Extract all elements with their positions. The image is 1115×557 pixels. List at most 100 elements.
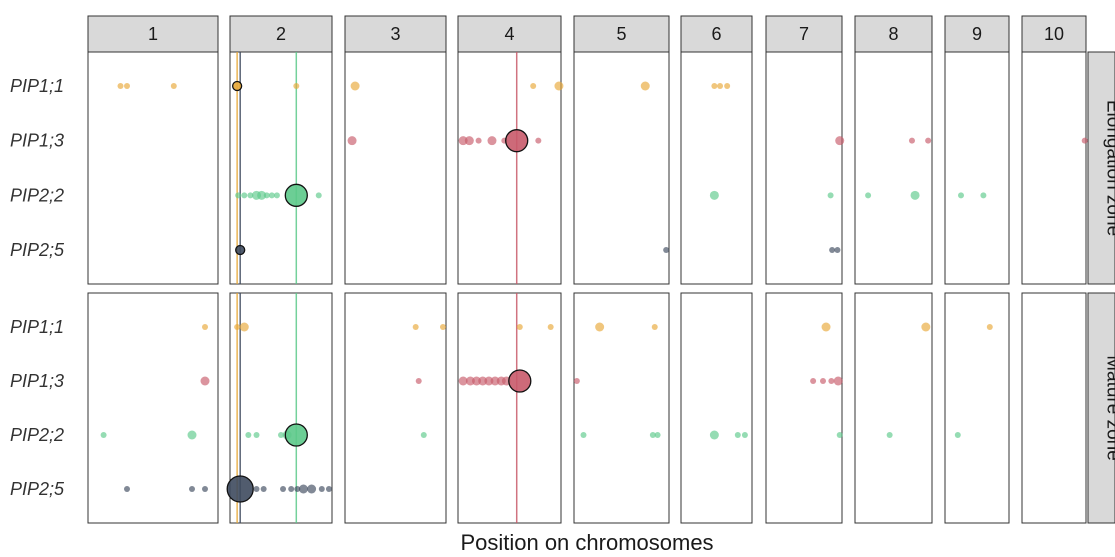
- chromosome-label: 7: [799, 24, 809, 44]
- data-point: [439, 324, 446, 330]
- plot-panel: [1021, 292, 1087, 524]
- data-point: [954, 432, 961, 438]
- data-point: [535, 137, 542, 144]
- data-point: [235, 244, 246, 256]
- chromosome-label: 8: [888, 24, 898, 44]
- data-point: [1081, 137, 1088, 144]
- data-point: [350, 81, 360, 91]
- data-point: [347, 136, 357, 146]
- chromosome-strip-10: [1021, 15, 1087, 53]
- chromosome-strip-4: [457, 15, 562, 53]
- data-point: [810, 378, 817, 384]
- data-point: [886, 432, 893, 438]
- plot-panel: [854, 51, 933, 285]
- data-point: [580, 432, 587, 438]
- gene-axis-labels: PIP1;1 PIP1;3 PIP2;2 PIP2;5 PIP1;1 PIP1;3 PIP2…: [10, 76, 65, 499]
- data-point: [724, 83, 731, 89]
- data-point: [280, 486, 287, 492]
- data-point: [293, 83, 300, 89]
- data-point: [820, 378, 826, 384]
- plot-panel: [457, 51, 562, 285]
- zone-strips: Elongation zone Mature zone: [1087, 51, 1115, 524]
- data-point: [298, 484, 308, 494]
- data-point: [651, 324, 658, 330]
- gene-tick-label: PIP2;2: [10, 185, 64, 205]
- data-point: [709, 190, 719, 200]
- data-point: [117, 83, 124, 89]
- data-point: [505, 129, 529, 153]
- plot-panel: [344, 51, 447, 285]
- data-point: [910, 190, 920, 200]
- data-point: [273, 192, 280, 199]
- gene-tick-label: PIP1;1: [10, 317, 64, 337]
- data-point: [307, 484, 317, 494]
- data-point: [508, 369, 532, 393]
- data-point: [263, 192, 270, 199]
- data-point: [711, 83, 718, 89]
- data-point: [654, 432, 661, 438]
- data-point: [100, 432, 107, 438]
- plot-panel: [229, 51, 333, 285]
- plot-panel: [87, 292, 219, 524]
- data-point: [465, 376, 475, 386]
- data-point: [835, 136, 845, 146]
- data-point: [284, 423, 308, 447]
- data-point: [908, 137, 915, 144]
- data-point: [547, 324, 554, 330]
- data-point: [202, 324, 208, 330]
- plot-panel: [765, 292, 843, 524]
- chromosome-label: 3: [390, 24, 400, 44]
- data-point: [124, 83, 130, 89]
- data-point: [284, 183, 308, 207]
- data-points: [100, 80, 1088, 503]
- gene-tick-label: PIP2;5: [10, 240, 65, 260]
- data-point: [475, 137, 482, 144]
- data-point: [412, 324, 419, 330]
- chromosome-label: 2: [276, 24, 286, 44]
- data-point: [980, 192, 987, 199]
- plot-panel: [854, 292, 933, 524]
- data-point: [187, 430, 197, 440]
- data-point: [530, 83, 537, 89]
- gene-tick-label: PIP1;1: [10, 76, 64, 96]
- zone-label: Elongation zone: [1103, 100, 1115, 236]
- data-point: [649, 432, 656, 438]
- plot-panel: [457, 292, 562, 524]
- plot-panel: [680, 51, 753, 285]
- x-axis-title: Position on chromosomes: [460, 530, 713, 555]
- data-point: [554, 81, 564, 91]
- data-point: [827, 192, 834, 199]
- data-point: [478, 376, 488, 386]
- data-point: [170, 83, 177, 89]
- data-point: [189, 486, 195, 492]
- data-point: [734, 432, 741, 438]
- data-point: [573, 378, 580, 384]
- plot-panels: [87, 51, 1087, 524]
- gene-tick-label: PIP2;5: [10, 479, 65, 499]
- plot-panel: [229, 292, 333, 524]
- data-point: [741, 432, 748, 438]
- data-point: [202, 486, 208, 492]
- data-point: [245, 432, 252, 438]
- data-point: [257, 190, 267, 200]
- data-point: [294, 486, 301, 492]
- gene-tick-label: PIP2;2: [10, 425, 64, 445]
- plot-panel: [944, 292, 1010, 524]
- zone-label: Mature zone: [1103, 355, 1115, 461]
- data-point: [828, 378, 835, 384]
- data-point: [247, 192, 254, 199]
- chromosome-strip-3: [344, 15, 447, 53]
- data-point: [865, 192, 872, 199]
- data-point: [836, 432, 843, 438]
- data-point: [472, 376, 482, 386]
- data-point: [458, 376, 468, 386]
- data-point: [234, 324, 241, 330]
- chromosome-strip-8: [854, 15, 933, 53]
- chromosome-strip-1: [87, 15, 219, 53]
- plot-panel: [573, 292, 670, 524]
- chromosome-label: 5: [616, 24, 626, 44]
- data-point: [484, 376, 494, 386]
- data-point: [829, 247, 836, 253]
- plot-panel: [1021, 51, 1087, 285]
- data-point: [464, 136, 474, 146]
